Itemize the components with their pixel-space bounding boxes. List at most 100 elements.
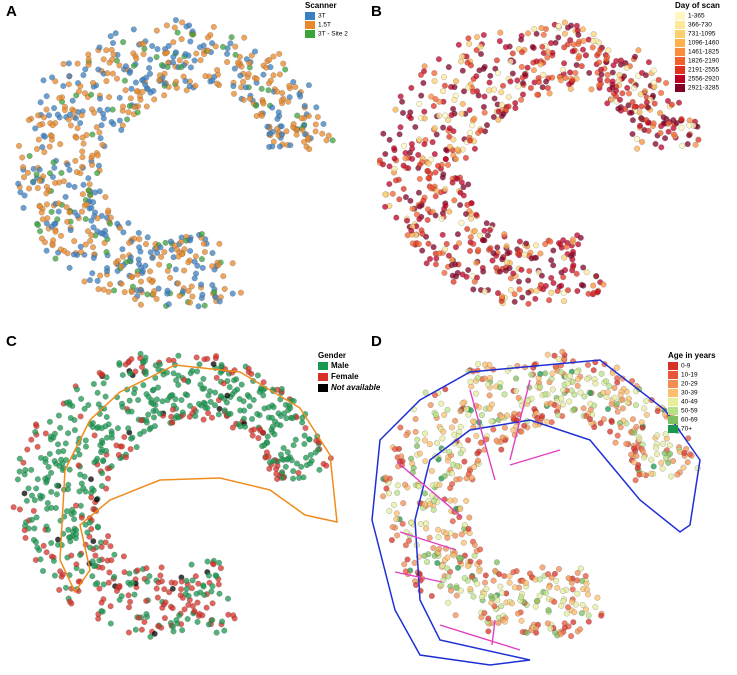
legend-swatch	[675, 84, 685, 92]
point	[144, 291, 151, 298]
point	[454, 231, 461, 238]
point	[501, 572, 508, 580]
point	[425, 240, 432, 247]
legend-label: 1-365	[688, 13, 705, 20]
point	[125, 425, 132, 432]
point	[402, 542, 409, 549]
point	[544, 84, 551, 92]
point	[54, 111, 61, 118]
point	[490, 426, 497, 433]
point	[467, 558, 474, 565]
point	[587, 389, 594, 397]
point	[525, 277, 532, 284]
point	[107, 33, 114, 40]
point	[295, 469, 302, 476]
point	[563, 610, 570, 617]
point	[269, 104, 276, 111]
point	[104, 475, 112, 482]
point	[273, 88, 281, 95]
point	[274, 421, 281, 428]
point	[480, 268, 487, 275]
point	[100, 380, 107, 387]
point	[71, 238, 78, 245]
point	[516, 286, 523, 293]
point	[423, 260, 430, 267]
point	[80, 140, 87, 147]
point	[393, 510, 400, 517]
point	[185, 378, 192, 385]
point	[686, 117, 693, 124]
point	[107, 214, 114, 221]
point	[234, 59, 242, 66]
point	[21, 527, 28, 534]
legend-swatch	[675, 75, 685, 83]
point	[493, 57, 500, 64]
point	[614, 408, 621, 415]
point	[92, 581, 99, 588]
point	[421, 430, 429, 437]
point	[65, 60, 72, 67]
point	[89, 270, 96, 277]
point	[143, 597, 150, 604]
point	[442, 156, 449, 163]
point	[182, 51, 189, 58]
point	[66, 73, 73, 80]
point	[71, 516, 78, 523]
point	[204, 404, 211, 412]
point	[68, 552, 75, 559]
point	[329, 137, 336, 144]
point	[89, 161, 96, 168]
point	[480, 103, 487, 110]
point	[416, 175, 423, 182]
point	[532, 242, 540, 249]
point	[198, 256, 205, 263]
point	[258, 112, 265, 119]
point	[174, 29, 181, 36]
point	[658, 144, 665, 151]
legend-label: Male	[331, 361, 349, 370]
point	[548, 274, 555, 281]
point	[118, 126, 125, 134]
point	[550, 279, 557, 287]
point	[35, 136, 42, 143]
point	[91, 109, 98, 116]
point	[46, 143, 53, 150]
point	[278, 123, 285, 130]
point	[181, 267, 188, 274]
point	[493, 264, 500, 271]
point	[573, 61, 580, 69]
point	[454, 146, 461, 153]
point	[96, 188, 103, 195]
legend-swatch	[675, 48, 685, 56]
point	[209, 281, 216, 289]
point	[116, 360, 123, 367]
point	[166, 589, 173, 596]
point	[513, 375, 520, 382]
point	[71, 107, 78, 115]
point	[294, 112, 301, 119]
point	[389, 523, 396, 531]
point	[186, 413, 193, 420]
point	[282, 66, 289, 73]
point	[412, 415, 419, 423]
point	[153, 27, 160, 34]
point	[473, 211, 480, 218]
point	[436, 112, 443, 119]
point	[662, 431, 669, 438]
point	[416, 203, 423, 210]
point	[408, 227, 415, 234]
point	[433, 255, 440, 262]
point	[435, 526, 442, 533]
point	[209, 77, 216, 84]
point	[612, 93, 620, 100]
point	[82, 215, 89, 223]
point	[551, 352, 558, 359]
point	[532, 295, 539, 302]
point	[182, 77, 189, 85]
point	[144, 578, 151, 585]
point	[224, 58, 231, 66]
point	[249, 432, 256, 439]
point	[74, 60, 81, 67]
point	[81, 405, 88, 412]
point	[383, 485, 390, 492]
